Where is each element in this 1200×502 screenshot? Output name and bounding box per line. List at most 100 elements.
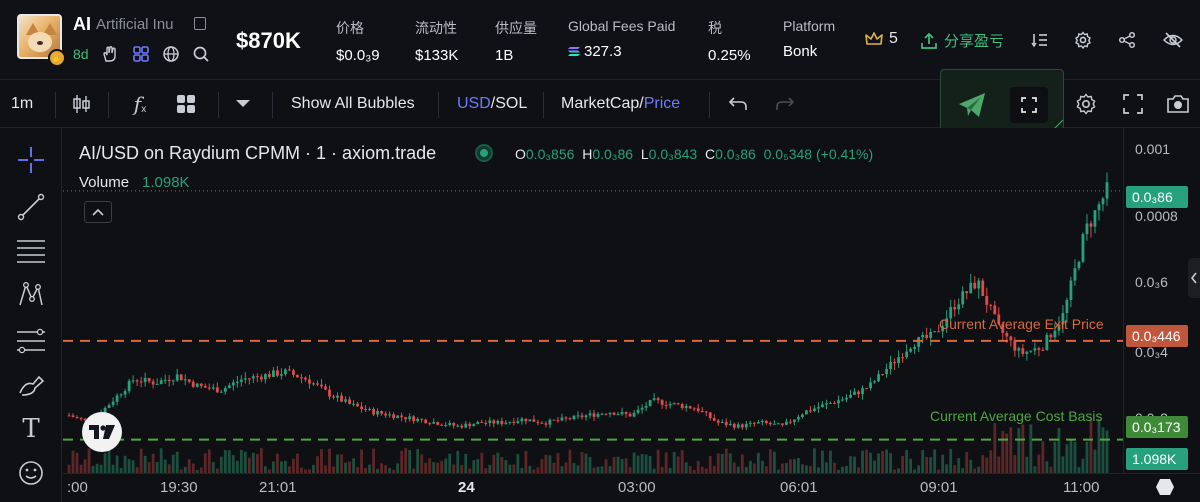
expand-icon[interactable] xyxy=(1010,87,1048,123)
candle-body xyxy=(580,415,584,418)
horizontal-lines-icon[interactable] xyxy=(16,236,46,266)
settings-icon[interactable] xyxy=(1073,30,1093,50)
fullscreen-icon[interactable] xyxy=(1121,92,1145,116)
currency-toggle[interactable]: USD/SOL xyxy=(457,95,527,113)
candle-body xyxy=(801,414,804,418)
volume-bar xyxy=(1077,467,1081,473)
volume-bar xyxy=(384,465,388,473)
trend-line-icon[interactable] xyxy=(16,192,46,222)
candle-body xyxy=(476,421,480,425)
volume-label: Volume xyxy=(79,174,130,191)
emoji-icon[interactable] xyxy=(16,458,46,488)
users-icon[interactable] xyxy=(131,44,151,64)
candle-body xyxy=(332,396,335,398)
volume-bar xyxy=(921,450,925,473)
token-avatar[interactable] xyxy=(17,14,62,59)
candle-body xyxy=(969,282,973,294)
chart-settings-icon[interactable] xyxy=(1074,92,1098,116)
volume-bar xyxy=(833,462,836,473)
volume-bar xyxy=(849,456,852,473)
price-axis[interactable]: 0.001 0.0008 0.0₃6 0.0₃4 0.0₃2 0.0₃86 0.… xyxy=(1123,128,1200,473)
candle-body xyxy=(500,420,504,425)
candle-body xyxy=(71,415,75,418)
eye-off-icon[interactable] xyxy=(1163,30,1183,50)
chevron-left-icon xyxy=(1190,272,1197,284)
search-icon[interactable] xyxy=(191,44,211,64)
volume-bar xyxy=(404,448,408,473)
usd-option[interactable]: USD xyxy=(457,95,491,112)
candle-body xyxy=(372,408,375,415)
layouts-icon[interactable] xyxy=(174,92,198,116)
list-icon[interactable] xyxy=(1030,30,1050,50)
token-name: Artificial Inu xyxy=(96,16,174,33)
candle-body xyxy=(231,382,235,386)
redo-icon[interactable] xyxy=(773,92,797,116)
crown-count-button[interactable]: 5 xyxy=(865,30,898,48)
metric-toggle[interactable]: MarketCap/Price xyxy=(561,95,680,113)
price-tick: 0.0₃4 xyxy=(1135,344,1168,360)
candles-icon[interactable] xyxy=(69,92,93,116)
volume-bar xyxy=(167,464,171,473)
candle-body xyxy=(408,416,412,420)
price-chart[interactable] xyxy=(63,128,1123,473)
volume-bar xyxy=(957,457,961,473)
text-tool-icon[interactable]: T xyxy=(22,414,40,444)
ohlc-high: 0.0₃86 xyxy=(592,146,634,162)
share-pnl-button[interactable]: 分享盈亏 xyxy=(920,30,1004,51)
cost-basis-tag: 0.0₃173 xyxy=(1126,416,1188,438)
volume-bar xyxy=(768,449,772,473)
tradingview-logo-icon[interactable] xyxy=(82,412,122,452)
hand-icon[interactable] xyxy=(100,44,120,64)
globe-icon[interactable] xyxy=(161,44,181,64)
pattern-icon[interactable] xyxy=(16,280,46,310)
volume-bar xyxy=(688,466,692,473)
settings-hex-icon[interactable] xyxy=(1155,477,1175,497)
marketcap-option[interactable]: MarketCap xyxy=(561,95,640,112)
candle-body xyxy=(392,414,396,419)
sol-option[interactable]: SOL xyxy=(495,95,528,112)
volume-bar xyxy=(143,455,147,473)
chevron-down-icon[interactable] xyxy=(231,92,255,116)
camera-icon[interactable] xyxy=(1166,92,1190,116)
fib-icon[interactable] xyxy=(16,326,46,356)
status-dot-icon xyxy=(477,146,491,160)
telegram-icon[interactable] xyxy=(957,90,987,120)
side-panel-toggle[interactable] xyxy=(1188,258,1200,298)
candle-body xyxy=(885,369,888,375)
interval-selector[interactable]: 1m xyxy=(11,95,34,112)
candle-body xyxy=(219,391,223,393)
candlestick-plot[interactable] xyxy=(63,128,1123,473)
price-option[interactable]: Price xyxy=(643,95,681,112)
candle-body xyxy=(175,374,179,381)
time-axis[interactable]: :00 19:30 21:01 24 03:00 06:01 09:01 11:… xyxy=(63,473,1200,502)
candle-body xyxy=(536,421,540,423)
candle-body xyxy=(384,413,388,416)
candle-body xyxy=(588,413,592,416)
candle-body xyxy=(604,413,608,415)
share-icon[interactable] xyxy=(1117,30,1137,50)
candle-body xyxy=(1057,324,1061,331)
volume-bar xyxy=(284,460,287,473)
volume-bar xyxy=(243,451,247,473)
crosshair-icon[interactable] xyxy=(16,145,46,175)
stat-label: 供应量 xyxy=(495,20,537,36)
candle-body xyxy=(776,423,780,425)
candle-body xyxy=(344,399,347,402)
candle-body xyxy=(167,379,171,382)
brush-icon[interactable] xyxy=(16,370,46,400)
volume-bar xyxy=(468,468,472,473)
volume-bar xyxy=(95,463,99,473)
volume-bar xyxy=(1009,427,1013,473)
volume-bar xyxy=(500,457,504,473)
volume-bar xyxy=(1037,454,1041,473)
copy-icon[interactable] xyxy=(194,17,206,30)
quick-trade-panel[interactable] xyxy=(940,69,1064,139)
candle-body xyxy=(893,362,896,364)
candle-body xyxy=(1009,336,1013,341)
volume-bar xyxy=(203,453,207,473)
show-all-bubbles-button[interactable]: Show All Bubbles xyxy=(291,95,415,112)
undo-icon[interactable] xyxy=(726,92,750,116)
chart-title: AI/USD on Raydium CPMM · 1 · axiom.trade xyxy=(79,143,437,163)
collapse-legend-button[interactable] xyxy=(84,201,112,223)
